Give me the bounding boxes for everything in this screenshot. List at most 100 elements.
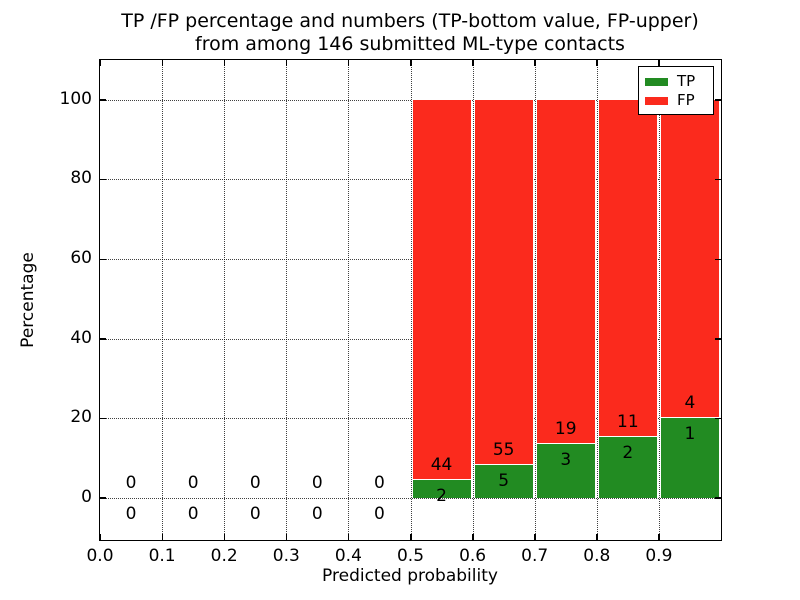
- x-tick-mark: [161, 534, 164, 540]
- gridline-vertical: [472, 60, 474, 540]
- gridline-vertical: [162, 60, 164, 540]
- gridline-vertical: [286, 60, 288, 540]
- gridline-vertical: [224, 60, 226, 540]
- x-tick-mark: [223, 60, 226, 66]
- legend-entry-fp: FP: [645, 91, 707, 110]
- x-axis-label: Predicted probability: [322, 566, 498, 586]
- x-tick-mark: [472, 534, 474, 540]
- x-tick-mark: [99, 60, 101, 66]
- annotation-tp-count: 0: [187, 503, 199, 524]
- annotation-fp-count: 19: [554, 418, 577, 439]
- bar-tp-segment: [411, 480, 472, 498]
- gridline-vertical: [596, 60, 598, 540]
- x-tick-mark: [347, 60, 350, 66]
- annotation-fp-count: 0: [187, 472, 199, 493]
- annotation-tp-count: 2: [436, 486, 447, 507]
- bar-tp-segment: [473, 464, 534, 498]
- x-tick-label: 0.9: [645, 546, 673, 566]
- x-tick-mark: [534, 534, 536, 540]
- x-tick-label: 0.8: [583, 546, 611, 566]
- tp-color-swatch: [645, 77, 668, 86]
- bar-tp-segment: [597, 436, 658, 498]
- bar-tp-segment: [535, 443, 596, 498]
- annotation-fp-count: 0: [311, 472, 323, 493]
- bar-fp-segment: [411, 99, 472, 481]
- y-tick-mark: [100, 338, 106, 340]
- annotation-tp-count: 2: [622, 442, 634, 463]
- y-tick-label: 0: [81, 486, 92, 507]
- bar-fp-segment: [659, 99, 720, 419]
- plot-area: 0 0 0 0 0 0 0 0 0 0 44 2 55 5 19 3 11 2 4 1 TP FP: [99, 59, 722, 541]
- x-tick-label: 0.4: [334, 546, 362, 566]
- x-tick-mark: [285, 60, 288, 66]
- x-tick-mark: [410, 60, 412, 66]
- bar-fp-segment: [473, 99, 534, 465]
- x-tick-label: 0.0: [86, 546, 114, 566]
- y-tick-label: 20: [70, 407, 92, 428]
- annotation-tp-count: 0: [311, 503, 323, 524]
- bar-layer: [100, 60, 721, 540]
- legend: TP FP: [638, 66, 714, 115]
- annotation-tp-count: 5: [498, 470, 510, 491]
- x-tick-label: 0.1: [148, 546, 176, 566]
- x-tick-mark: [596, 534, 598, 540]
- chart-title-line2: from among 146 submitted ML-type contact…: [195, 33, 625, 55]
- x-tick-label: 0.7: [521, 546, 549, 566]
- x-tick-mark: [658, 60, 660, 66]
- x-tick-label: 0.6: [459, 546, 487, 566]
- y-tick-label: 40: [70, 327, 92, 348]
- x-tick-mark: [223, 534, 226, 540]
- annotation-tp-count: 0: [249, 503, 261, 524]
- y-tick-mark: [100, 99, 106, 101]
- x-tick-mark: [161, 60, 164, 66]
- x-tick-mark: [472, 60, 474, 66]
- y-tick-label: 100: [59, 88, 92, 109]
- annotation-fp-count: 44: [430, 455, 453, 476]
- y-tick-mark: [715, 99, 721, 101]
- annotation-fp-count: 4: [684, 393, 696, 414]
- legend-label-tp: TP: [677, 72, 696, 90]
- y-tick-mark: [100, 417, 106, 420]
- annotation-fp-count: 0: [249, 472, 261, 493]
- y-tick-mark: [100, 497, 106, 499]
- y-tick-mark: [715, 338, 721, 340]
- grid-layer: [100, 60, 721, 540]
- chart-title: TP /FP percentage and numbers (TP-bottom…: [0, 10, 800, 56]
- y-axis-label: Percentage: [18, 252, 38, 348]
- legend-label-fp: FP: [677, 91, 695, 109]
- annotation-tp-count: 0: [374, 503, 385, 524]
- x-tick-mark: [347, 534, 350, 540]
- bar-fp-segment: [535, 99, 596, 444]
- legend-entry-tp: TP: [645, 72, 707, 91]
- bar-tp-segment: [659, 418, 720, 498]
- x-tick-label: 0.2: [210, 546, 238, 566]
- gridline-vertical: [348, 60, 350, 540]
- fp-color-swatch: [645, 96, 668, 105]
- annotation-tp-count: 1: [684, 424, 696, 445]
- x-tick-mark: [410, 534, 412, 540]
- annotation-fp-count: 11: [617, 411, 639, 432]
- y-tick-mark: [715, 178, 721, 181]
- x-tick-mark: [596, 60, 598, 66]
- y-tick-mark: [715, 258, 721, 260]
- x-tick-mark: [285, 534, 288, 540]
- y-tick-mark: [715, 417, 721, 420]
- x-tick-mark: [658, 534, 660, 540]
- x-tick-label: 0.3: [272, 546, 300, 566]
- x-tick-mark: [534, 60, 536, 66]
- bar-fp-segment: [597, 99, 658, 437]
- gridline-vertical: [658, 60, 660, 540]
- annotation-fp-count: 55: [492, 439, 515, 460]
- y-tick-label: 60: [70, 248, 92, 268]
- y-tick-mark: [715, 497, 721, 499]
- x-tick-mark: [99, 534, 101, 540]
- annotation-fp-count: 0: [374, 472, 385, 493]
- x-tick-label: 0.5: [396, 546, 425, 566]
- y-tick-mark: [100, 258, 106, 260]
- gridline-vertical: [534, 60, 536, 540]
- y-tick-label: 80: [70, 168, 92, 189]
- chart-title-line1: TP /FP percentage and numbers (TP-bottom…: [121, 10, 699, 32]
- annotation-layer: 0 0 0 0 0 0 0 0 0 0 44 2 55 5 19 3 11 2 4 1: [100, 60, 721, 540]
- annotation-fp-count: 0: [125, 472, 137, 493]
